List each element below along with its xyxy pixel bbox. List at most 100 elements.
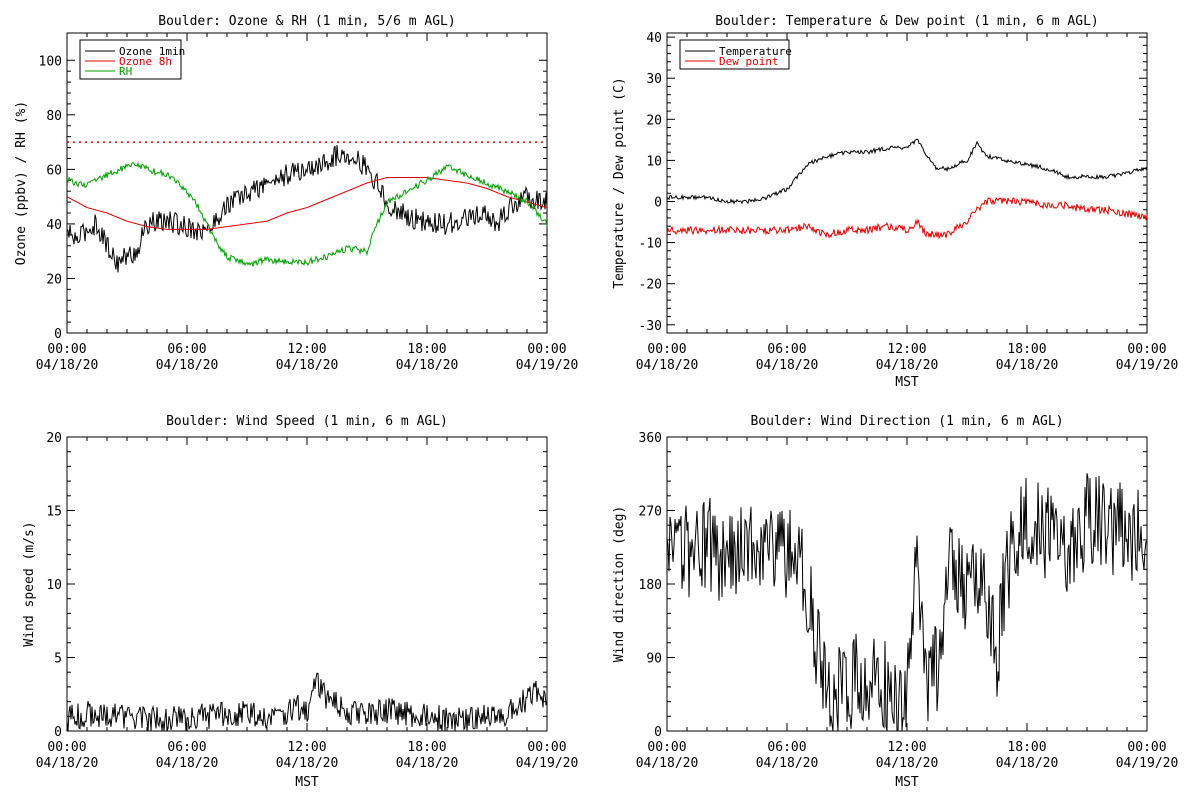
legend-label-temperature: Temperature — [719, 45, 792, 58]
y-tick-label: 10 — [46, 578, 62, 593]
series-line-wind-speed — [66, 672, 548, 732]
y-axis-label: Wind speed (m/s) — [22, 521, 37, 646]
y-tick-label: 0 — [54, 725, 62, 740]
x-tick-label-time: 00:00 — [647, 342, 686, 357]
legend-label-rh: RH — [119, 65, 132, 78]
x-tick-label-time: 18:00 — [1007, 740, 1046, 755]
x-tick-label-date: 04/18/20 — [36, 756, 99, 771]
x-tick-label-time: 18:00 — [1007, 342, 1046, 357]
x-tick-label-date: 04/18/20 — [36, 358, 99, 373]
panel-ozone: Boulder: Ozone & RH (1 min, 5/6 m AGL) O… — [14, 14, 578, 373]
x-tick-label-time: 06:00 — [767, 740, 806, 755]
x-tick-label-date: 04/18/20 — [156, 756, 219, 771]
y-axis-label: Ozone (ppbv) / RH (%) — [14, 101, 29, 265]
x-tick-label-time: 00:00 — [47, 342, 86, 357]
y-tick-label: 40 — [646, 31, 662, 46]
y-tick-label: 10 — [646, 154, 662, 169]
x-tick-label-time: 12:00 — [287, 740, 326, 755]
y-tick-label: 40 — [46, 218, 62, 233]
x-tick-label-date: 04/18/20 — [276, 358, 339, 373]
y-tick-label: 20 — [46, 431, 62, 446]
panel-temperature: Boulder: Temperature & Dew point (1 min,… — [612, 14, 1178, 390]
series-line-temperature — [666, 138, 1148, 205]
x-axis-label: MST — [895, 775, 919, 790]
chart-title: Boulder: Ozone & RH (1 min, 5/6 m AGL) — [158, 14, 455, 29]
x-tick-label-date: 04/18/20 — [996, 358, 1059, 373]
x-tick-label-time: 12:00 — [887, 740, 926, 755]
x-tick-label-time: 00:00 — [527, 740, 566, 755]
x-tick-label-date: 04/18/20 — [396, 358, 459, 373]
chart-title: Boulder: Temperature & Dew point (1 min,… — [715, 14, 1099, 29]
x-axis-label: MST — [295, 775, 319, 790]
x-tick-label-date: 04/18/20 — [396, 756, 459, 771]
legend-box — [79, 39, 182, 80]
y-tick-label: 15 — [46, 505, 62, 520]
y-tick-label: 180 — [639, 578, 662, 593]
y-tick-label: 5 — [54, 652, 62, 667]
legend-label-ozone-1min: Ozone 1min — [119, 45, 185, 58]
x-axis-label: MST — [895, 375, 919, 390]
legend-box — [679, 39, 790, 70]
y-tick-label: 0 — [54, 327, 62, 342]
x-tick-label-date: 04/19/20 — [1116, 756, 1179, 771]
x-tick-label-date: 04/18/20 — [876, 358, 939, 373]
axis-ticks: 02040608010000:0004/18/2006:0004/18/2012… — [36, 33, 579, 373]
y-tick-label: -20 — [639, 278, 662, 293]
legend-label-ozone-8h: Ozone 8h — [119, 55, 172, 68]
chart-title: Boulder: Wind Speed (1 min, 6 m AGL) — [166, 414, 448, 429]
series-lines — [66, 141, 548, 273]
y-tick-label: 360 — [639, 431, 662, 446]
series-line-dew-point — [666, 197, 1148, 240]
x-tick-label-time: 18:00 — [407, 342, 446, 357]
x-tick-label-date: 04/19/20 — [1116, 358, 1179, 373]
legend: Temperature Dew point — [679, 39, 792, 70]
x-tick-label-date: 04/18/20 — [636, 756, 699, 771]
series-lines — [666, 473, 1148, 732]
chart-title: Boulder: Wind Direction (1 min, 6 m AGL) — [750, 414, 1063, 429]
y-tick-label: 60 — [46, 163, 62, 178]
x-tick-label-time: 18:00 — [407, 740, 446, 755]
x-tick-label-time: 00:00 — [1127, 342, 1166, 357]
series-line-ozone-8h — [66, 177, 548, 230]
x-tick-label-date: 04/18/20 — [636, 358, 699, 373]
series-lines — [666, 138, 1148, 240]
legend: Ozone 1min Ozone 8h RH — [79, 39, 185, 80]
axis-ticks: 09018027036000:0004/18/2006:0004/18/2012… — [636, 431, 1179, 771]
x-tick-label-date: 04/18/20 — [756, 358, 819, 373]
legend-label-dew-point: Dew point — [719, 55, 779, 68]
x-tick-label-time: 00:00 — [527, 342, 566, 357]
x-tick-label-date: 04/18/20 — [996, 756, 1059, 771]
x-tick-label-time: 12:00 — [887, 342, 926, 357]
x-tick-label-time: 00:00 — [1127, 740, 1166, 755]
y-axis-label: Temperature / Dew point (C) — [612, 77, 627, 288]
series-line-wind-dir — [666, 473, 1148, 732]
y-tick-label: 0 — [654, 725, 662, 740]
y-tick-label: 80 — [46, 109, 62, 124]
panel-wind-direction: Boulder: Wind Direction (1 min, 6 m AGL)… — [612, 414, 1178, 790]
x-tick-label-time: 06:00 — [767, 342, 806, 357]
x-tick-label-time: 06:00 — [167, 342, 206, 357]
y-axis-label: Wind direction (deg) — [612, 506, 627, 663]
series-lines — [66, 672, 548, 732]
x-tick-label-date: 04/19/20 — [516, 358, 579, 373]
x-tick-label-date: 04/18/20 — [876, 756, 939, 771]
y-tick-label: 20 — [46, 272, 62, 287]
series-line-ozone-1min — [66, 144, 548, 273]
panel-wind-speed: Boulder: Wind Speed (1 min, 6 m AGL) Win… — [22, 414, 578, 790]
y-tick-label: -30 — [639, 319, 662, 334]
y-tick-label: -10 — [639, 237, 662, 252]
x-tick-label-time: 12:00 — [287, 342, 326, 357]
x-tick-label-date: 04/18/20 — [156, 358, 219, 373]
y-tick-label: 20 — [646, 113, 662, 128]
x-tick-label-time: 06:00 — [167, 740, 206, 755]
x-tick-label-date: 04/18/20 — [276, 756, 339, 771]
x-tick-label-date: 04/19/20 — [516, 756, 579, 771]
y-tick-label: 0 — [654, 195, 662, 210]
y-tick-label: 30 — [646, 72, 662, 87]
y-tick-label: 100 — [39, 54, 62, 69]
y-tick-label: 270 — [639, 505, 662, 520]
axis-ticks: -30-20-1001020304000:0004/18/2006:0004/1… — [636, 31, 1179, 373]
axis-ticks: 0510152000:0004/18/2006:0004/18/2012:000… — [36, 431, 579, 771]
